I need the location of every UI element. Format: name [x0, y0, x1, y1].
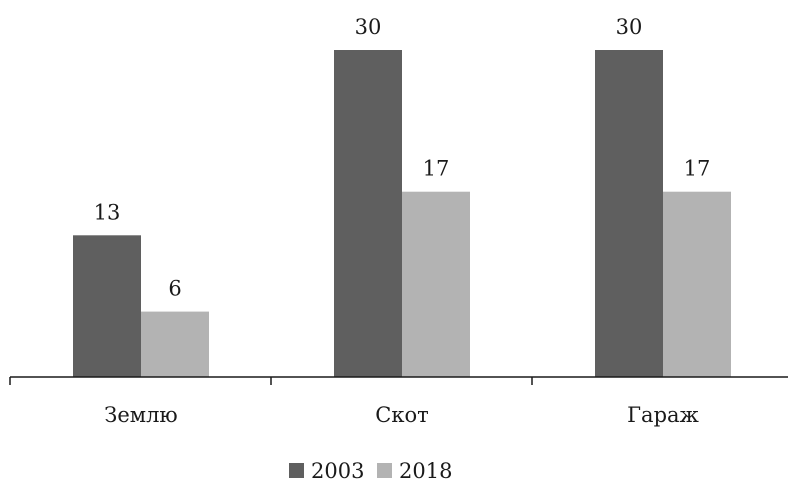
- value-label-2018-1: 17: [423, 157, 450, 181]
- bar-2003-1: [334, 50, 402, 377]
- x-axis: [9, 376, 788, 385]
- x-tick-label-1: Скот: [375, 403, 428, 427]
- legend: 2003 2018: [289, 459, 452, 482]
- bar-2003-0: [73, 235, 141, 377]
- bars-layer: [73, 50, 731, 377]
- bar-2018-0: [141, 311, 209, 377]
- legend-label-2018: 2018: [399, 459, 452, 482]
- x-tick-label-0: Землю: [104, 403, 177, 427]
- value-labels-layer: 13 6 30 17 30 17: [94, 15, 711, 301]
- bar-2003-2: [595, 50, 663, 377]
- value-label-2003-0: 13: [94, 200, 121, 224]
- value-label-2018-2: 17: [684, 157, 711, 181]
- x-tick-label-2: Гараж: [627, 403, 699, 427]
- bar-2018-1: [402, 191, 470, 377]
- x-tick-labels: Землю Скот Гараж: [104, 403, 699, 427]
- legend-label-2003: 2003: [311, 459, 364, 482]
- value-label-2003-2: 30: [616, 15, 643, 39]
- bar-2018-2: [663, 191, 731, 377]
- legend-swatch-2018: [377, 463, 392, 478]
- value-label-2018-0: 6: [168, 277, 181, 301]
- legend-swatch-2003: [289, 463, 304, 478]
- value-label-2003-1: 30: [355, 15, 382, 39]
